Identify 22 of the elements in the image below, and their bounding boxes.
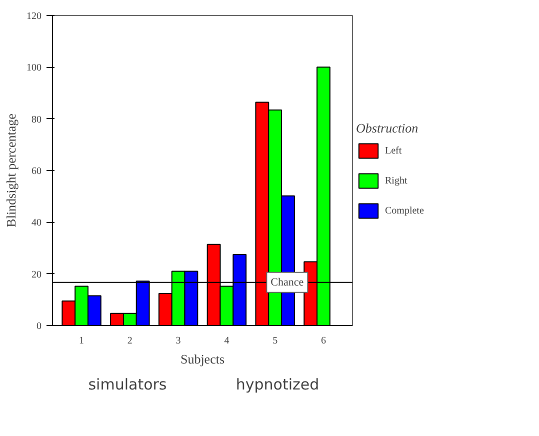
x-tick-label: 3 [176, 336, 181, 346]
y-tick-label: 120 [26, 11, 42, 22]
text: hypnotized [236, 376, 320, 394]
legend-label: Left [385, 145, 403, 156]
y-tick-label: 100 [26, 62, 42, 74]
x-axis-title: Subjects [180, 352, 225, 366]
x-tick-label: 4 [224, 336, 230, 346]
x-tick-label: 1 [79, 336, 84, 346]
y-tick-label: 40 [32, 218, 42, 229]
y-tick-label: 0 [36, 321, 42, 332]
y-tick-label: 80 [32, 114, 42, 126]
legend-title: Obstruction [356, 120, 420, 136]
legend-label: Right [385, 175, 408, 186]
ref-line-label: Chance [270, 276, 304, 288]
text: simulators [88, 376, 167, 394]
y-axis-title: Blindsight percentage [4, 113, 18, 228]
legend-label: Complete [385, 205, 424, 216]
y-tick-label: 60 [32, 166, 42, 177]
y-tick-label: 20 [32, 269, 42, 280]
x-tick-label: 5 [272, 336, 278, 346]
x-tick-label: 6 [320, 336, 326, 346]
x-tick-label: 2 [127, 336, 132, 346]
